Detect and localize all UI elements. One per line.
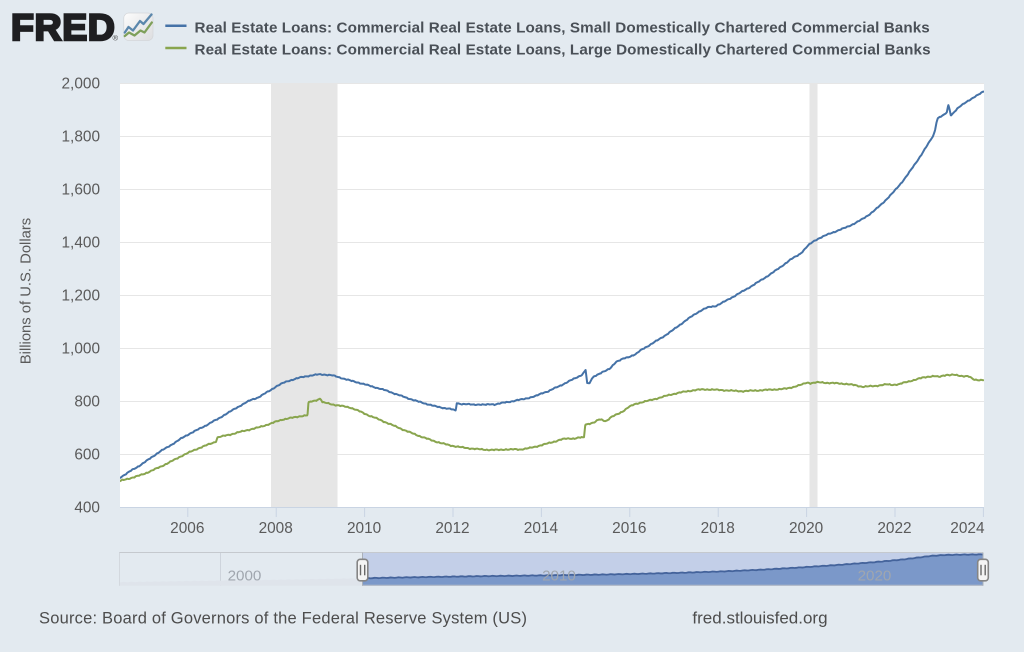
svg-text:fred.stlouisfed.org: fred.stlouisfed.org bbox=[692, 609, 827, 628]
svg-text:1,400: 1,400 bbox=[61, 235, 100, 252]
svg-text:2020: 2020 bbox=[789, 520, 823, 537]
svg-text:2020: 2020 bbox=[858, 568, 892, 585]
svg-text:FRED: FRED bbox=[11, 6, 115, 48]
svg-text:400: 400 bbox=[74, 500, 100, 517]
svg-text:Real Estate Loans: Commercial: Real Estate Loans: Commercial Real Estat… bbox=[195, 19, 930, 36]
svg-text:600: 600 bbox=[74, 447, 100, 464]
svg-text:1,800: 1,800 bbox=[61, 129, 100, 146]
svg-text:2018: 2018 bbox=[701, 520, 735, 537]
svg-text:1,600: 1,600 bbox=[61, 182, 100, 199]
svg-text:2008: 2008 bbox=[259, 520, 293, 537]
svg-text:2024: 2024 bbox=[950, 520, 985, 537]
svg-text:Real Estate Loans: Commercial: Real Estate Loans: Commercial Real Estat… bbox=[195, 41, 931, 58]
svg-text:2022: 2022 bbox=[877, 520, 911, 537]
svg-text:2014: 2014 bbox=[524, 520, 559, 537]
svg-text:2010: 2010 bbox=[542, 568, 576, 585]
svg-text:2006: 2006 bbox=[170, 520, 204, 537]
svg-text:Source: Board of Governors of: Source: Board of Governors of the Federa… bbox=[39, 610, 527, 628]
svg-text:2012: 2012 bbox=[435, 520, 469, 537]
svg-text:Billions of U.S. Dollars: Billions of U.S. Dollars bbox=[19, 218, 35, 364]
svg-text:1,000: 1,000 bbox=[61, 341, 100, 358]
svg-text:2000: 2000 bbox=[228, 568, 262, 585]
svg-text:®: ® bbox=[113, 34, 119, 43]
svg-text:2,000: 2,000 bbox=[61, 76, 100, 93]
svg-text:800: 800 bbox=[74, 394, 100, 411]
svg-text:2010: 2010 bbox=[347, 520, 381, 537]
svg-text:2016: 2016 bbox=[612, 520, 646, 537]
svg-text:1,200: 1,200 bbox=[61, 288, 100, 305]
